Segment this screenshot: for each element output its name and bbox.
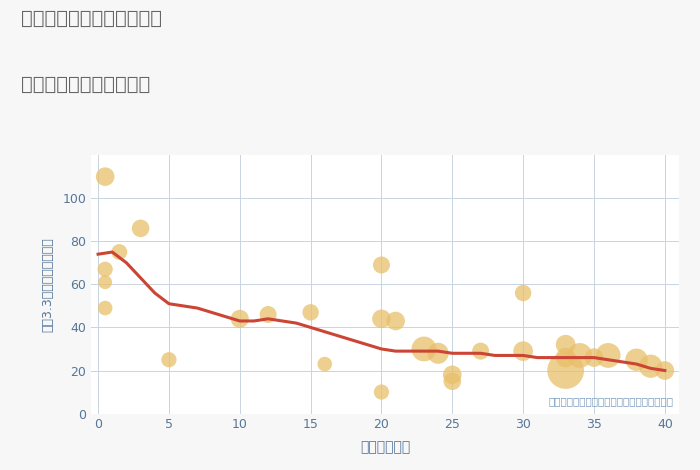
Point — [603, 352, 614, 359]
Point — [475, 347, 486, 355]
Point — [447, 371, 458, 379]
Point — [631, 356, 642, 363]
Point — [574, 352, 585, 359]
Point — [560, 367, 571, 374]
Point — [645, 362, 657, 370]
Point — [517, 289, 528, 297]
Point — [234, 315, 246, 322]
Text: 築年数別中古戸建て価格: 築年数別中古戸建て価格 — [21, 75, 150, 94]
Point — [376, 261, 387, 269]
Point — [589, 354, 600, 361]
Point — [447, 377, 458, 385]
Point — [376, 388, 387, 396]
Y-axis label: 坪（3.3㎡）単価（万円）: 坪（3.3㎡）単価（万円） — [41, 237, 54, 332]
Point — [433, 350, 444, 357]
Point — [517, 347, 528, 355]
Point — [135, 225, 146, 232]
Point — [99, 278, 111, 286]
Point — [262, 311, 274, 318]
Point — [113, 248, 125, 256]
Text: 三重県津市美里町五百野の: 三重県津市美里町五百野の — [21, 9, 162, 28]
Point — [305, 309, 316, 316]
Point — [560, 341, 571, 348]
X-axis label: 築年数（年）: 築年数（年） — [360, 440, 410, 454]
Point — [560, 354, 571, 361]
Point — [390, 317, 401, 325]
Point — [376, 315, 387, 322]
Point — [659, 367, 671, 374]
Point — [163, 356, 174, 363]
Point — [99, 173, 111, 180]
Point — [419, 345, 430, 352]
Text: 円の大きさは、取引のあった物件面積を示す: 円の大きさは、取引のあった物件面積を示す — [548, 396, 673, 406]
Point — [319, 360, 330, 368]
Point — [99, 304, 111, 312]
Point — [99, 266, 111, 273]
